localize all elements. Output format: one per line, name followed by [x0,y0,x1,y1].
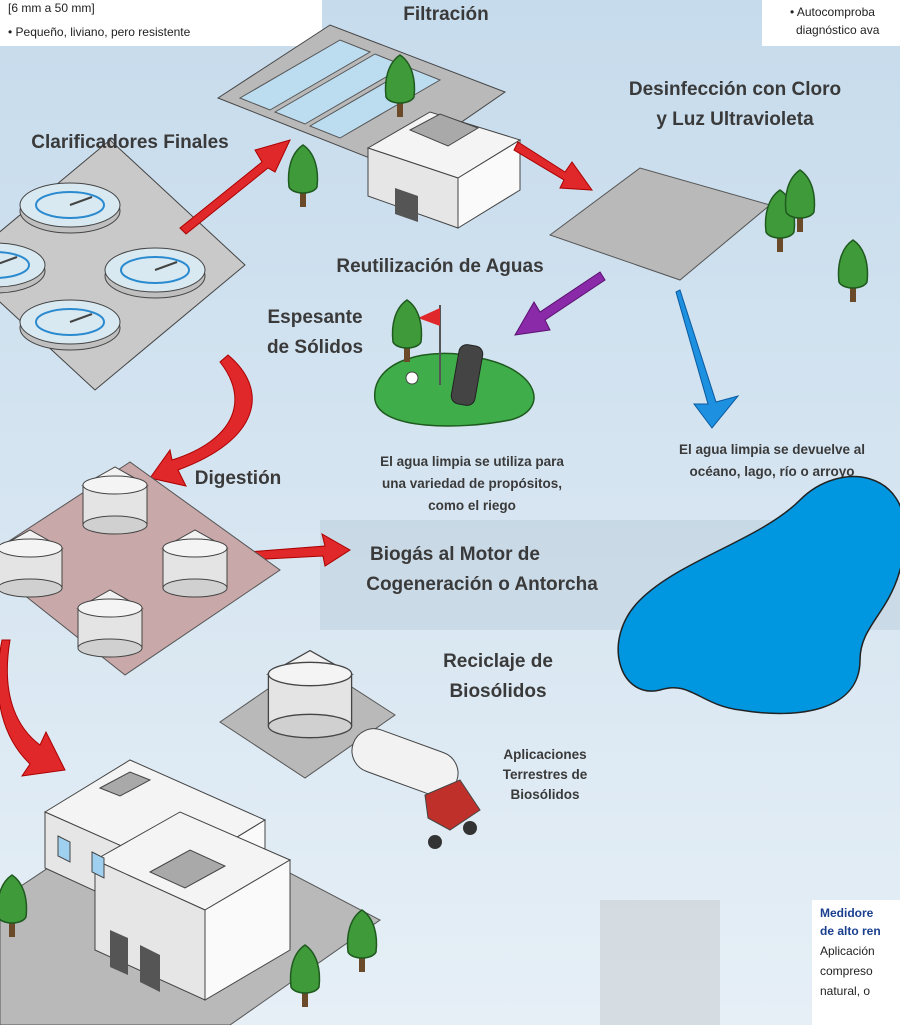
stage-label: Digestión [195,468,282,489]
stage-label: Reutilización de Aguas [336,256,543,277]
note-text: • Autocomproba [790,5,875,19]
stage-label: Biosólidos [449,681,546,702]
stage-label: Cogeneración o Antorcha [366,574,598,595]
note-text: compreso [820,964,873,978]
stage-label: Espesante [267,307,362,328]
note-text: • Pequeño, liviano, pero resistente [8,25,191,39]
note-text: Aplicación [820,944,875,958]
caption: Terrestres de [503,767,588,782]
note-text: [6 mm a 50 mm] [8,1,95,15]
caption: Biosólidos [510,787,579,802]
caption: como el riego [428,498,516,513]
caption: una variedad de propósitos, [382,476,562,491]
diagram: [6 mm a 50 mm] • Pequeño, liviano, pero … [0,0,900,1025]
stage-label: Filtración [403,4,489,25]
note-title: de alto ren [820,924,881,938]
stage-label: Desinfección con Cloro [629,79,841,100]
caption: El agua limpia se devuelve al [679,442,865,457]
stage-label: Biogás al Motor de [370,544,540,565]
note-text: natural, o [820,984,870,998]
caption: océano, lago, río o arroyo [689,464,854,479]
note-text: diagnóstico ava [796,23,880,37]
note-title: Medidore [820,906,874,920]
stage-label: Clarificadores Finales [31,132,228,153]
caption: Aplicaciones [503,747,586,762]
stage-label: y Luz Ultravioleta [656,109,814,130]
stage-label: de Sólidos [267,337,363,358]
caption: El agua limpia se utiliza para [380,454,564,469]
stage-label: Reciclaje de [443,651,553,672]
